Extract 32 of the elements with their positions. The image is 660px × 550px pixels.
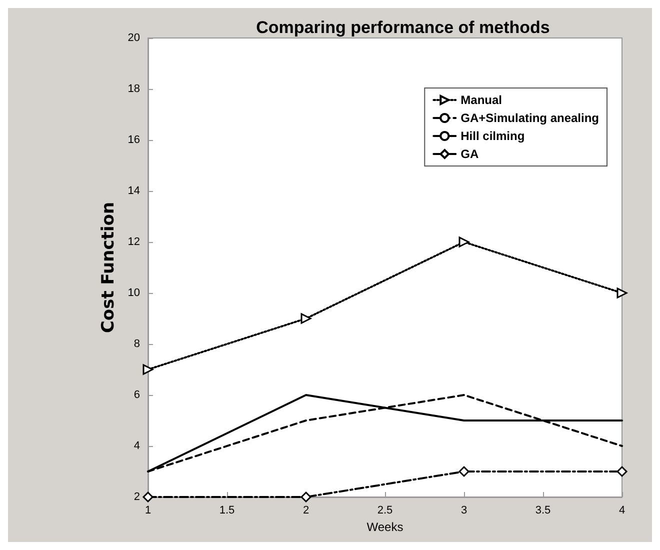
x-tick-label: 2.5 <box>377 504 393 516</box>
legend-label: Manual <box>460 93 502 107</box>
y-tick-label: 10 <box>128 287 140 299</box>
y-tick-label: 18 <box>128 83 140 95</box>
y-tick-label: 20 <box>128 32 140 44</box>
x-tick-label: 2 <box>302 504 310 516</box>
point <box>142 364 154 375</box>
x-tick-label: 4 <box>618 504 626 516</box>
chart-title: Comparing performance of methods <box>256 18 550 37</box>
point <box>300 492 312 502</box>
legend-label: GA+Simulating anealing <box>460 111 599 125</box>
y-tick-label: 8 <box>134 338 140 350</box>
x-axis-title: Weeks <box>366 520 404 534</box>
x-tick-label: 1 <box>144 504 152 516</box>
point <box>300 313 312 324</box>
y-axis-title: Cost Function <box>98 202 118 334</box>
point <box>458 236 470 248</box>
y-tick-label: 16 <box>128 134 140 146</box>
y-tick-label: 14 <box>128 185 140 197</box>
y-tick-label: 4 <box>134 440 140 452</box>
y-tick-label: 6 <box>134 389 140 401</box>
point <box>616 288 628 298</box>
x-tick-label: 3 <box>460 504 468 516</box>
point <box>616 466 628 477</box>
legend-label: GA <box>460 147 479 161</box>
point <box>142 492 154 502</box>
legend-label: Hill cilming <box>460 129 525 143</box>
x-tick-label: 3.5 <box>535 504 551 516</box>
x-tick-label: 1.5 <box>219 504 235 516</box>
point <box>458 466 470 477</box>
y-tick-label: 12 <box>128 236 140 248</box>
y-tick-label: 2 <box>134 491 140 503</box>
